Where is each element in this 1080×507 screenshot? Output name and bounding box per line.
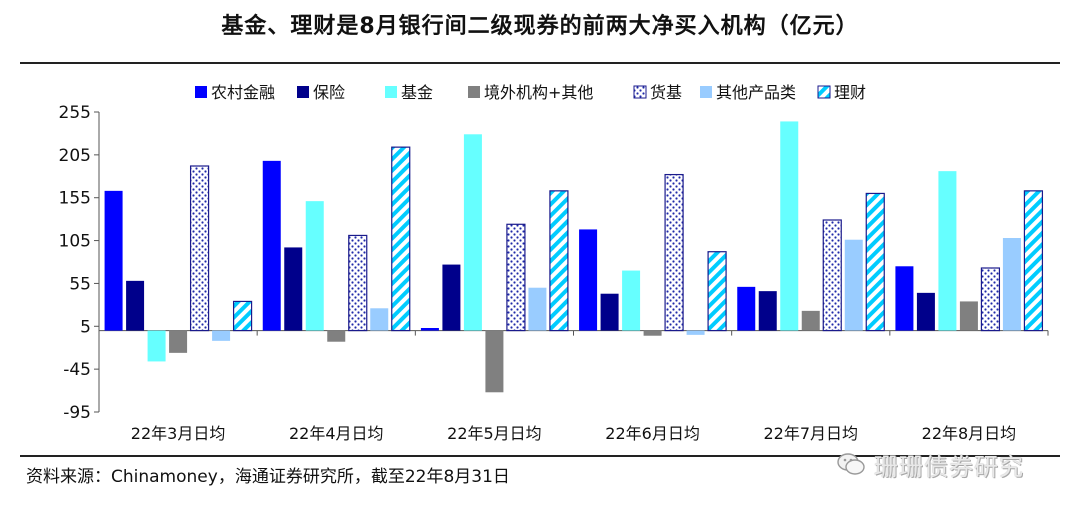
bar [189, 165, 210, 332]
bar [420, 328, 439, 331]
legend-label: 保险 [313, 83, 345, 102]
bar [622, 270, 641, 331]
bar [232, 300, 253, 332]
bar [664, 173, 684, 332]
chart-legend: 农村金融 保险 基金 境外机构+其他 货基 其他产品类 理财 [195, 83, 866, 102]
chart-title: 基金、理财是8月银行间二级现券的前两大净买入机构（亿元） [221, 14, 859, 39]
bar [284, 247, 303, 331]
legend-swatch [385, 86, 397, 98]
x-axis: 22年3月日均 22年4月日均 22年5月日均 22年6月日均 22年7月日均 22年8月… [98, 330, 1049, 443]
y-tick-label: 155 [59, 189, 91, 209]
x-category-label: 22年3月日均 [131, 424, 226, 443]
bar [600, 293, 619, 331]
x-category-label: 22年4月日均 [289, 424, 384, 443]
y-tick-label: -95 [63, 403, 91, 423]
watermark-text: 珊珊债券研究 [874, 452, 1024, 481]
y-tick-label: 105 [59, 232, 91, 252]
bar [126, 280, 145, 331]
legend-label: 农村金融 [211, 83, 275, 102]
bars [104, 121, 1044, 393]
legend-label: 其他产品类 [716, 83, 796, 102]
wechat-icon [837, 453, 865, 475]
bar [643, 330, 662, 336]
legend-swatch [700, 86, 712, 98]
bar [147, 330, 166, 362]
bar [938, 171, 957, 331]
bar [169, 330, 188, 353]
bar [391, 146, 411, 332]
legend-label: 理财 [834, 83, 866, 102]
bar [1002, 238, 1021, 331]
legend-swatch [633, 85, 647, 99]
bar [370, 308, 389, 331]
bar [212, 330, 231, 341]
bar [104, 190, 123, 331]
legend-label: 基金 [401, 83, 433, 102]
legend-label: 境外机构+其他 [484, 83, 593, 102]
bar [895, 266, 914, 331]
y-tick-label: 55 [69, 274, 91, 294]
x-category-label: 22年5月日均 [447, 424, 542, 443]
bar [980, 267, 1001, 332]
y-tick-label: 255 [59, 103, 91, 123]
x-category-label: 22年8月日均 [922, 424, 1017, 443]
y-tick-label: 205 [59, 146, 91, 166]
watermark: 珊珊债券研究 [836, 444, 1056, 484]
bar [463, 134, 482, 331]
bar [822, 219, 842, 332]
legend-swatch [195, 86, 207, 98]
legend-swatch [817, 85, 831, 99]
bar [780, 121, 799, 331]
bar [707, 251, 727, 332]
bar [327, 330, 346, 342]
x-category-label: 22年6月日均 [605, 424, 700, 443]
bar [305, 201, 324, 331]
bar [1023, 190, 1044, 332]
bar [442, 264, 461, 331]
bar [506, 223, 526, 332]
bar [844, 239, 863, 331]
y-tick-label: -45 [63, 360, 91, 380]
bar [959, 301, 978, 331]
legend-swatch [468, 86, 480, 98]
y-tick-label: 5 [80, 317, 91, 337]
legend-label: 货基 [650, 83, 682, 102]
bar [528, 287, 547, 331]
legend-swatch [297, 86, 309, 98]
bar [865, 192, 885, 332]
bar-chart: 农村金融 保险 基金 境外机构+其他 货基 其他产品类 理财 255205155105555… [59, 83, 1049, 443]
footer-divider [20, 455, 1060, 457]
x-category-label: 22年7月日均 [763, 424, 858, 443]
bar [485, 330, 504, 393]
bar [758, 291, 777, 331]
bar [549, 190, 569, 332]
bar [801, 310, 820, 331]
bar [348, 234, 368, 332]
bar [737, 286, 756, 331]
bar [686, 330, 705, 335]
bar [579, 229, 598, 331]
source-note: 资料来源：Chinamoney，海通证券研究所，截至22年8月31日 [26, 467, 510, 487]
bar [262, 160, 281, 331]
bar [916, 292, 935, 331]
title-divider [20, 62, 1060, 64]
